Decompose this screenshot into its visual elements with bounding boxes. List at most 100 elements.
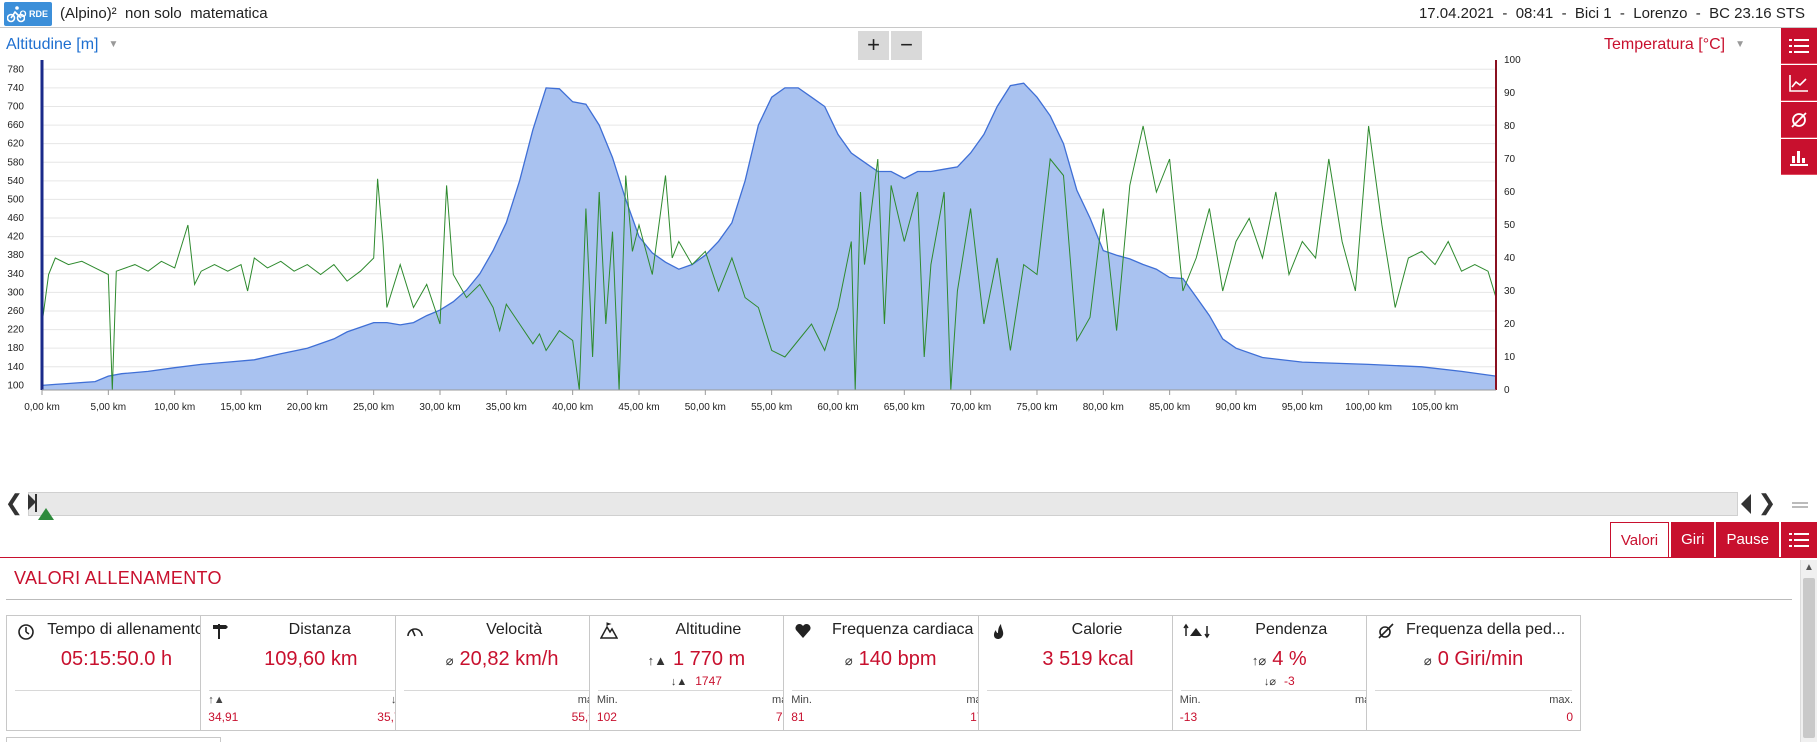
y-left-tick-label: 700: [7, 101, 24, 112]
card-subvalue: [784, 674, 997, 688]
y-left-tick-label: 580: [7, 157, 24, 168]
bar-chart-button[interactable]: [1781, 139, 1817, 175]
range-end-handle[interactable]: [1735, 490, 1755, 518]
card-left-label: ↑▲: [208, 694, 225, 706]
left-axis-selector[interactable]: Altitudine [m] ▼: [6, 36, 118, 54]
y-left-tick-label: 180: [7, 343, 24, 354]
card-title: Altitudine: [675, 621, 742, 638]
x-tick-label: 45,00 km: [618, 402, 659, 413]
y-left-tick-label: 660: [7, 120, 24, 131]
stat-card[interactable]: Frequenza della ped... ⌀ 0 Giri/min max. 0: [1366, 615, 1582, 731]
value-prefix: ↑⌀: [1251, 653, 1267, 668]
value-text: 0 Giri/min: [1437, 648, 1524, 670]
scroll-left-icon[interactable]: ❮: [4, 490, 24, 515]
scroll-up-icon[interactable]: ▲: [1804, 562, 1814, 573]
card-subvalue: [979, 674, 1192, 688]
x-tick-label: 10,00 km: [154, 402, 195, 413]
scroll-right-icon[interactable]: ❯: [1757, 490, 1777, 515]
card-title: Frequenza cardiaca: [831, 621, 974, 638]
card-title: Tempo di allenamento: [47, 621, 204, 638]
card-value: ↑▲ 1 770 m: [590, 648, 803, 671]
x-tick-label: 15,00 km: [220, 402, 261, 413]
y-left-tick-label: 620: [7, 139, 24, 150]
list-icon: [1789, 532, 1809, 547]
range-scrubber[interactable]: ❮ ❯: [0, 488, 1817, 520]
x-tick-label: 55,00 km: [751, 402, 792, 413]
card-left-value: 34,91: [208, 710, 239, 724]
card-title: Distanza: [288, 621, 351, 638]
value-prefix: ⌀: [445, 653, 454, 668]
logo-text: O RDE: [19, 9, 48, 19]
tab-pause[interactable]: Pause: [1716, 522, 1779, 557]
y-right-tick-label: 40: [1504, 253, 1516, 264]
x-tick-label: 30,00 km: [419, 402, 460, 413]
subvalue-text: 1747: [695, 674, 722, 688]
stat-card[interactable]: Calorie 3 519 kcal: [977, 615, 1193, 731]
tab-valori[interactable]: Valori: [1609, 522, 1670, 557]
y-right-tick-label: 100: [1504, 55, 1521, 66]
drag-handle-icon[interactable]: [1792, 506, 1808, 508]
card-left-label: Min.: [596, 694, 618, 706]
mountain-icon: [599, 622, 620, 642]
y-left-tick-label: 300: [7, 287, 24, 298]
y-left-tick-label: 460: [7, 213, 24, 224]
vertical-scrollbar[interactable]: ▲: [1800, 560, 1817, 742]
card-right-value: 0: [1566, 710, 1574, 724]
tab-giri[interactable]: Giri: [1671, 522, 1715, 557]
x-tick-label: 25,00 km: [353, 402, 394, 413]
card-divider: [1375, 690, 1573, 691]
card-left-label: Min.: [791, 694, 812, 706]
stat-card[interactable]: Tempo di allenamento 05:15:50.0 h: [6, 615, 221, 731]
card-divider: [597, 690, 795, 691]
y-left-tick-label: 500: [7, 194, 24, 205]
value-text: 1 770 m: [672, 648, 746, 670]
altitude-temperature-chart[interactable]: 1001401802202603003403804204605005405806…: [0, 50, 1780, 480]
list-view-button[interactable]: [1781, 28, 1817, 64]
card-divider: [209, 690, 407, 691]
signpost-icon: [211, 622, 231, 642]
stat-card[interactable]: Velocità⌀20,82 km/hmax.55,93: [394, 615, 610, 731]
card-left-value: 102: [596, 710, 617, 724]
right-axis-selector[interactable]: Temperatura [°C] ▼: [1604, 36, 1745, 54]
x-tick-label: 105,00 km: [1412, 402, 1459, 413]
value-text: 20,82 km/h: [459, 648, 559, 670]
subvalue-text: -3: [1284, 674, 1295, 688]
y-left-tick-label: 420: [7, 232, 24, 243]
zoom-out-button[interactable]: −: [891, 31, 922, 60]
card-title: Calorie: [1071, 621, 1123, 638]
card-divider: [1180, 690, 1378, 691]
drag-handle-icon[interactable]: [1792, 502, 1808, 504]
stats-cards: Tempo di allenamento 05:15:50.0 h Distanza…: [6, 615, 1796, 742]
line-chart-button[interactable]: [1781, 65, 1817, 101]
tabs-menu-button[interactable]: [1781, 522, 1817, 557]
section-divider: [6, 599, 1792, 600]
zoom-in-button[interactable]: +: [858, 31, 889, 60]
scrubber-track[interactable]: [28, 492, 1738, 516]
line-chart-icon: [1789, 74, 1808, 92]
x-tick-label: 90,00 km: [1215, 402, 1256, 413]
card-subvalue: [1367, 674, 1580, 688]
subvalue-prefix: ↓▲: [670, 676, 688, 688]
altitude-area: [42, 83, 1496, 390]
stat-card[interactable]: [6, 737, 221, 742]
scrollbar-thumb[interactable]: [1803, 578, 1815, 738]
y-left-tick-label: 260: [7, 306, 24, 317]
bar-chart-icon: [1790, 150, 1808, 166]
x-tick-label: 5,00 km: [91, 402, 127, 413]
card-value: ⌀ 20,82 km/h: [396, 648, 609, 671]
y-left-tick-label: 100: [7, 380, 24, 391]
card-left-label: Min.: [1179, 694, 1201, 706]
x-tick-label: 65,00 km: [884, 402, 925, 413]
card-divider: [792, 690, 990, 691]
y-right-tick-label: 0: [1504, 385, 1510, 396]
average-button[interactable]: [1781, 102, 1817, 138]
range-start-handle[interactable]: [26, 490, 56, 520]
y-left-tick-label: 780: [7, 64, 24, 75]
value-prefix: ↑▲: [647, 653, 667, 668]
stopwatch-icon: [17, 622, 37, 642]
value-text: 05:15:50.0 h: [60, 648, 173, 670]
